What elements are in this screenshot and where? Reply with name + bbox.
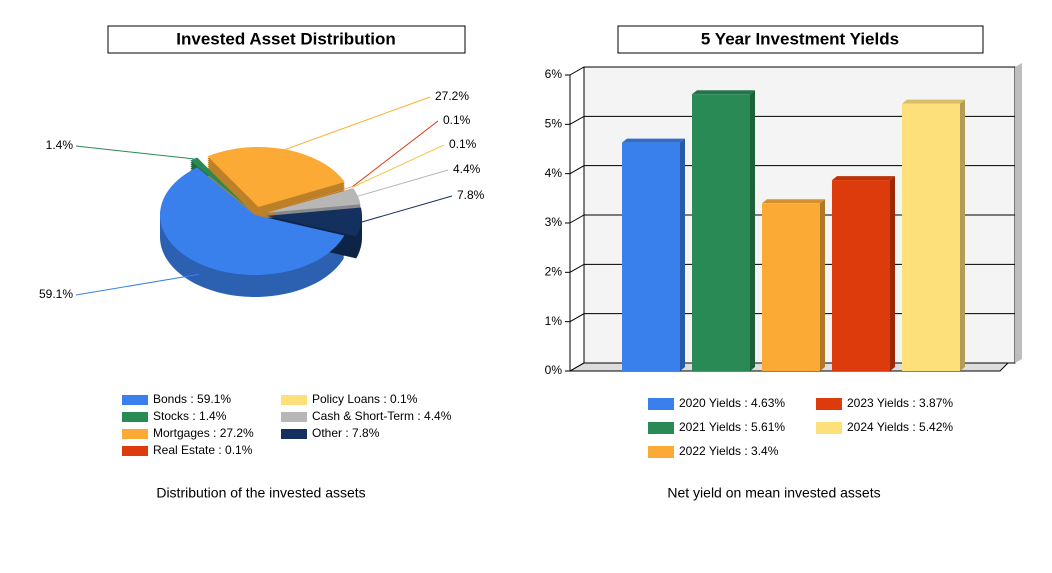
pie-slice xyxy=(160,167,345,275)
legend-swatch xyxy=(122,429,148,439)
legend-swatch xyxy=(122,446,148,456)
legend-swatch xyxy=(122,412,148,422)
title-box xyxy=(617,25,984,54)
data-label: 0.1% xyxy=(449,137,477,151)
right-wall xyxy=(1015,63,1022,363)
y-tick-label: 3% xyxy=(545,215,563,229)
leader-line xyxy=(285,96,431,150)
pie-slice xyxy=(265,186,353,212)
legend-label: 2020 Yields : 4.63% xyxy=(679,396,785,410)
leader-line xyxy=(75,145,194,160)
legend-label: 2021 Yields : 5.61% xyxy=(679,420,785,434)
grid-line xyxy=(569,165,1015,175)
data-label: 0.1% xyxy=(443,113,471,127)
bar-side xyxy=(960,99,965,371)
legend-label: Other : 7.8% xyxy=(312,426,380,440)
legend-label: Cash & Short-Term : 4.4% xyxy=(312,409,452,423)
data-label: 1.4% xyxy=(46,138,74,152)
y-tick-label: 0% xyxy=(545,363,563,377)
bar-side xyxy=(890,176,895,371)
bar xyxy=(622,142,680,371)
legend-swatch xyxy=(648,398,674,410)
legend-swatch xyxy=(281,412,307,422)
leader-line xyxy=(352,144,445,188)
data-label: 59.1% xyxy=(39,287,73,301)
legend-label: Stocks : 1.4% xyxy=(153,409,227,423)
title-box xyxy=(107,25,466,54)
legend-swatch xyxy=(816,422,842,434)
bar-top xyxy=(622,138,685,143)
bar-side xyxy=(750,90,755,372)
legend-label: Bonds : 59.1% xyxy=(153,392,231,406)
legend-swatch xyxy=(816,398,842,410)
y-tick-label: 5% xyxy=(545,117,563,131)
legend-label: Mortgages : 27.2% xyxy=(153,426,254,440)
bar-top xyxy=(902,99,965,104)
bar-side xyxy=(680,138,685,371)
legend-swatch xyxy=(648,446,674,458)
legend-swatch xyxy=(648,422,674,434)
pie-slice xyxy=(266,207,362,237)
data-label: 27.2% xyxy=(435,89,469,103)
bar xyxy=(902,103,960,371)
legend-label: Policy Loans : 0.1% xyxy=(312,392,418,406)
chart-title: Invested Asset Distribution xyxy=(176,29,395,48)
bar-top xyxy=(762,199,825,204)
grid-line xyxy=(569,66,1015,76)
legend-label: 2023 Yields : 3.87% xyxy=(847,396,953,410)
caption: Net yield on mean invested assets xyxy=(667,485,880,501)
bar xyxy=(692,94,750,372)
y-tick-label: 6% xyxy=(545,67,563,81)
leader-line xyxy=(361,195,453,223)
legend-swatch xyxy=(281,429,307,439)
bar-top xyxy=(832,176,895,181)
pie-slice xyxy=(265,186,353,212)
bar-side xyxy=(820,199,825,371)
legend-label: 2024 Yields : 5.42% xyxy=(847,420,953,434)
data-label: 7.8% xyxy=(457,188,485,202)
leader-line xyxy=(357,169,449,197)
y-tick-label: 4% xyxy=(545,166,563,180)
leader-line xyxy=(352,120,439,188)
leader-line xyxy=(75,273,199,296)
legend-swatch xyxy=(281,395,307,405)
pie-slice xyxy=(190,157,249,209)
bar xyxy=(832,180,890,371)
legend-swatch xyxy=(122,395,148,405)
data-label: 4.4% xyxy=(453,162,481,176)
caption: Distribution of the invested assets xyxy=(156,485,365,501)
pie-slice xyxy=(207,146,345,207)
chart-title: 5 Year Investment Yields xyxy=(701,29,899,48)
y-tick-label: 2% xyxy=(545,265,563,279)
grid-line xyxy=(569,115,1015,125)
legend-label: Real Estate : 0.1% xyxy=(153,443,253,457)
legend-label: 2022 Yields : 3.4% xyxy=(679,444,779,458)
y-tick-label: 1% xyxy=(545,314,563,328)
pie-slice xyxy=(266,188,361,213)
bar-top xyxy=(692,90,755,95)
bar xyxy=(762,203,820,371)
